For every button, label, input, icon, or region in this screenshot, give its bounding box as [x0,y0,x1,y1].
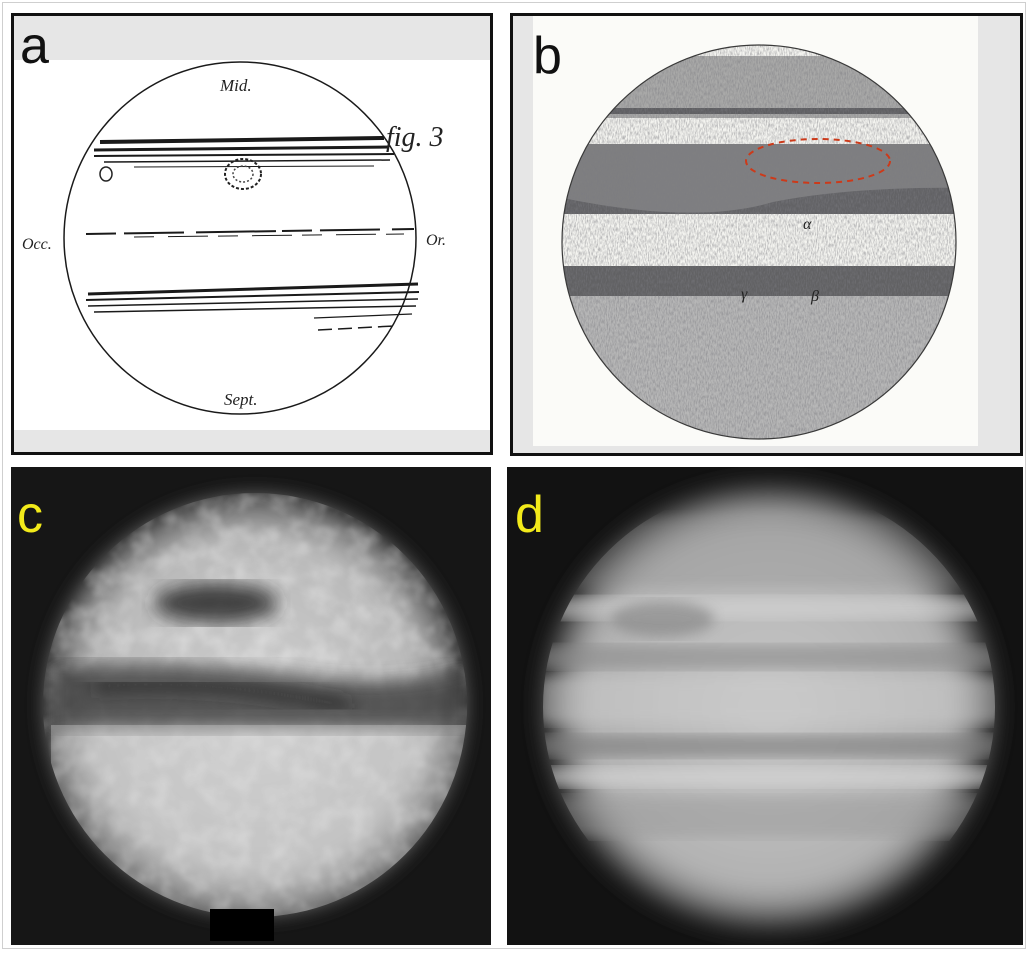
label-occ: Occ. [22,236,52,253]
panel-b-highlight-ellipse [745,138,891,184]
panel-letter-c: c [17,486,43,544]
panel-a-spot [99,158,262,190]
panel-a: a Mid. fig. 3 Occ. Or. Sept. [11,13,493,455]
label-or: Or. [426,232,447,249]
panel-d-photo [541,483,997,931]
panel-letter-b: b [533,27,562,85]
label-alpha: α [803,216,812,233]
panel-b: b α γ β [510,13,1023,456]
panel-c: c [11,467,491,945]
panel-letter-d: d [515,486,544,544]
redaction-block [210,909,274,941]
panel-b-drawing [533,16,978,446]
panel-d: d [507,467,1023,945]
label-beta: β [811,288,819,305]
panel-a-drawing [14,60,490,430]
label-mid: Mid. [220,76,252,95]
panel-c-photo [41,491,469,919]
label-gamma: γ [741,286,748,303]
panel-letter-a: a [20,17,49,75]
label-fig: fig. 3 [386,122,444,153]
label-sept: Sept. [224,390,258,409]
